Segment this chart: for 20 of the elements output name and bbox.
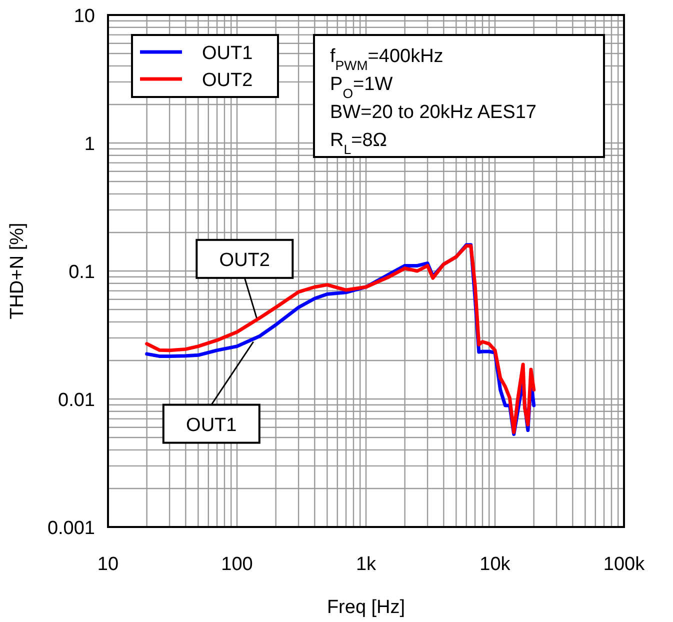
x-tick-label: 100k — [603, 554, 646, 575]
y-axis-title: THD+N [%] — [7, 222, 28, 320]
x-tick-label: 100 — [221, 554, 253, 575]
y-tick-label: 10 — [74, 6, 95, 27]
x-axis-title: Freq [Hz] — [326, 597, 406, 618]
x-tick-label: 10k — [480, 554, 511, 575]
x-tick-label: 10 — [97, 554, 119, 575]
annotation: OUT2 — [219, 250, 270, 271]
y-tick-label: 0.001 — [47, 518, 95, 539]
annotation: OUT1 — [186, 414, 237, 436]
x-tick-label: 1k — [356, 554, 377, 575]
y-tick-label: 0.1 — [68, 262, 95, 283]
annotation: f$_{PWM}$=400kHz — [330, 46, 444, 72]
y-tick-label: 0.01 — [58, 390, 95, 411]
annotation: P$_{O}$=1W — [330, 74, 393, 100]
annotation: R$_{L}$=8Ω — [330, 130, 388, 156]
legend-label: OUT1 — [202, 43, 253, 64]
y-tick-label: 1 — [84, 134, 95, 155]
legend-label: OUT2 — [202, 70, 253, 91]
annotation: BW=20 to 20kHz AES17 — [330, 102, 536, 123]
